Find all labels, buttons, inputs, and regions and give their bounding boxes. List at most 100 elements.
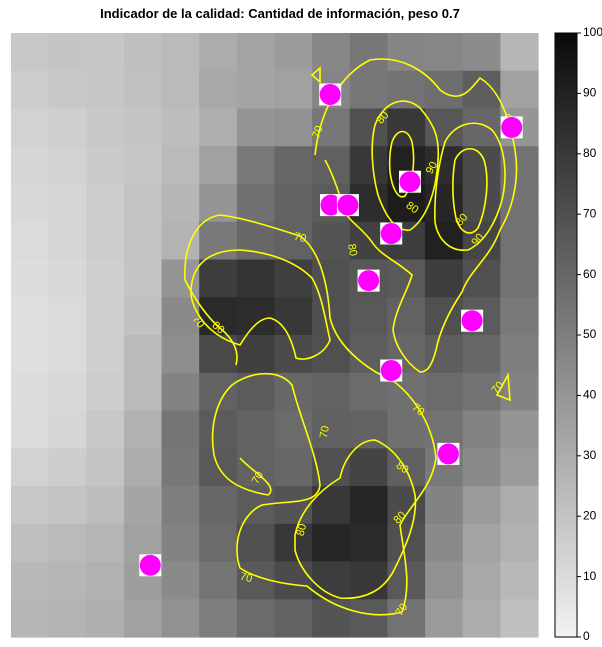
heatmap-cell — [236, 184, 276, 223]
heatmap-cell — [274, 146, 313, 185]
heatmap-cell — [199, 33, 238, 72]
colorbar-ticks: 0 10 20 30 40 50 60 70 80 90 100 — [577, 25, 602, 643]
heatmap-cell — [387, 448, 426, 487]
heatmap-cell — [11, 523, 50, 563]
heatmap-cell — [199, 561, 238, 600]
heatmap-cell — [425, 372, 464, 412]
heatmap-cell — [312, 108, 351, 147]
heatmap-cell — [236, 335, 276, 374]
heatmap-cell — [236, 259, 276, 298]
heatmap-cell — [462, 146, 501, 185]
heatmap-cell — [387, 108, 426, 147]
contour-label: 70 — [250, 470, 267, 487]
heatmap-cell — [48, 70, 87, 110]
heatmap-cell — [86, 410, 125, 449]
contour-80-right — [434, 122, 506, 251]
contour-label: 80 — [394, 459, 411, 476]
heatmap-cell — [199, 146, 238, 185]
heatmap-cell — [462, 599, 501, 638]
heatmap-cell — [500, 486, 539, 525]
heatmap-cell — [236, 448, 276, 487]
contour-lines — [184, 58, 518, 616]
heatmap-cell — [425, 561, 464, 600]
heatmap-cell — [199, 523, 238, 563]
heatmap-cell — [312, 372, 351, 412]
heatmap-cell — [48, 221, 87, 261]
heatmap-cell — [48, 410, 87, 449]
heatmap-cell — [86, 486, 125, 525]
heatmap-cell — [500, 259, 539, 298]
heatmap-cell — [161, 108, 200, 147]
heatmap-cell — [11, 297, 50, 336]
heatmap-cell — [500, 599, 539, 638]
heatmap-cell — [11, 146, 50, 185]
heatmap-cell — [462, 335, 501, 374]
contour-70-top — [314, 58, 518, 373]
heatmap-cell — [500, 70, 539, 110]
heatmap-cell — [11, 561, 50, 600]
colorbar-tick-label: 10 — [583, 569, 597, 583]
measurement-markers — [139, 83, 523, 577]
heatmap-cell — [11, 184, 50, 223]
heatmap-cell — [274, 33, 313, 72]
heatmap-cell — [48, 448, 87, 487]
heatmap-cell — [123, 221, 163, 261]
heatmap-cell — [123, 259, 163, 298]
heatmap-cell — [500, 221, 539, 261]
heatmap-cell — [500, 372, 539, 412]
heatmap-cell — [274, 448, 313, 487]
heatmap-cell — [161, 372, 200, 412]
contour-80-bottom — [294, 439, 417, 600]
heatmap-cell — [48, 259, 87, 298]
heatmap-cell — [236, 599, 276, 638]
contour-label: 80 — [295, 523, 310, 538]
heatmap-cell — [199, 70, 238, 110]
heatmap-cell — [500, 448, 539, 487]
heatmap-cell — [500, 297, 539, 336]
measurement-point — [380, 360, 402, 381]
colorbar-tick-label: 90 — [583, 86, 597, 100]
heatmap-cell — [86, 184, 125, 223]
heatmap-cell — [312, 561, 351, 600]
heatmap-cell — [425, 184, 464, 223]
heatmap-cell — [425, 33, 464, 72]
contour-label: 90 — [424, 160, 441, 177]
heatmap-cell — [48, 184, 87, 223]
heatmap-cell — [161, 448, 200, 487]
heatmap-cell — [274, 599, 313, 638]
heatmap-cell — [11, 108, 50, 147]
heatmap-cell — [425, 146, 464, 185]
heatmap-cell — [86, 523, 125, 563]
measurement-point — [399, 171, 421, 193]
heatmap-cell — [199, 221, 238, 261]
heatmap-cell — [425, 486, 464, 525]
heatmap-cell — [123, 108, 163, 147]
heatmap-cell — [462, 561, 501, 600]
heatmap-cell — [48, 561, 87, 600]
colorbar-tick-label: 50 — [583, 327, 597, 341]
heatmap-cell — [123, 146, 163, 185]
heatmap-cell — [11, 448, 50, 487]
heatmap-cell — [312, 523, 351, 563]
colorbar-tick-label: 20 — [583, 508, 597, 522]
measurement-point — [358, 270, 380, 292]
heatmap-cell — [500, 146, 539, 185]
heatmap-cell — [349, 486, 389, 525]
heatmap-cell — [274, 410, 313, 449]
contour-90-top — [388, 130, 415, 198]
heatmap-cell — [48, 523, 87, 563]
heatmap-cell — [312, 297, 351, 336]
heatmap-cell — [500, 410, 539, 449]
heatmap-cell — [11, 599, 50, 638]
measurement-point — [437, 443, 459, 465]
heatmap-cell — [425, 259, 464, 298]
heatmap-cell — [274, 486, 313, 525]
heatmap-cell — [425, 410, 464, 449]
heatmap-cell — [48, 599, 87, 638]
measurement-point — [501, 116, 523, 138]
measurement-point — [337, 194, 359, 216]
heatmap-cell — [312, 33, 351, 72]
heatmap-cell — [236, 221, 276, 261]
heatmap-cell — [48, 146, 87, 185]
heatmap-cell — [86, 146, 125, 185]
